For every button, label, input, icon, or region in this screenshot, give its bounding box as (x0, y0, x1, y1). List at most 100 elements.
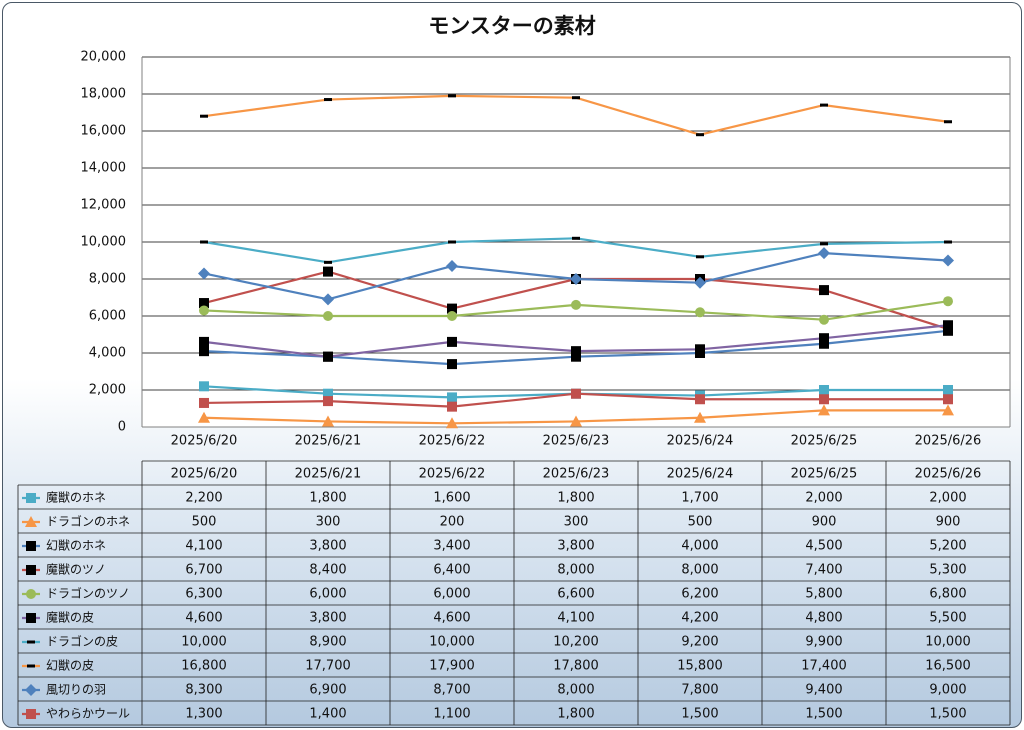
table-header-date: 2025/6/23 (543, 467, 610, 482)
data-point (322, 415, 334, 427)
y-tick-label: 18,000 (81, 87, 127, 102)
data-point (447, 359, 457, 370)
series-name: ドラゴンのツノ (46, 586, 130, 601)
data-point (446, 260, 458, 273)
data-label: 4,600 (185, 611, 222, 626)
data-label: 17,700 (305, 659, 351, 674)
data-point (199, 346, 209, 357)
y-tick-label: 10,000 (81, 235, 127, 250)
data-label: 300 (564, 515, 589, 530)
legend-key-marker (25, 684, 37, 696)
data-point (323, 266, 333, 277)
data-point (819, 333, 829, 344)
data-label: 6,800 (929, 587, 966, 602)
data-label: 2,000 (805, 491, 842, 506)
data-label: 1,800 (309, 491, 346, 506)
data-label: 16,500 (925, 659, 971, 674)
legend-key-marker (26, 493, 36, 503)
legend-key-marker (27, 640, 35, 644)
data-point (819, 338, 829, 349)
data-point (570, 415, 582, 427)
data-point (819, 314, 829, 325)
data-label: 17,800 (553, 659, 599, 674)
data-label: 9,900 (805, 635, 842, 650)
data-label: 1,700 (681, 491, 718, 506)
data-point (943, 320, 953, 331)
data-label: 4,200 (681, 611, 718, 626)
data-point (199, 305, 209, 316)
series-name: ドラゴンのホネ (46, 514, 130, 529)
data-label: 6,000 (309, 587, 346, 602)
data-point (571, 299, 581, 310)
data-point (198, 267, 210, 280)
series-name: ドラゴンの皮 (46, 634, 118, 649)
data-point (944, 240, 952, 244)
data-label: 9,200 (681, 635, 718, 650)
data-label: 1,500 (929, 707, 966, 722)
data-label: 1,600 (433, 491, 470, 506)
data-label: 8,000 (557, 563, 594, 578)
data-label: 3,400 (433, 539, 470, 554)
series-name: 魔獣の皮 (46, 610, 94, 625)
data-label: 2,000 (929, 491, 966, 506)
data-point (448, 240, 456, 244)
data-label: 8,000 (681, 563, 718, 578)
legend-key-marker (26, 541, 36, 551)
data-point (200, 240, 208, 244)
data-label: 200 (440, 515, 465, 530)
legend-key-marker (26, 565, 36, 575)
data-point (323, 396, 333, 407)
data-label: 4,500 (805, 539, 842, 554)
data-label: 1,500 (805, 707, 842, 722)
data-point (696, 255, 704, 259)
data-label: 4,800 (805, 611, 842, 626)
data-label: 3,800 (557, 539, 594, 554)
data-point (324, 98, 332, 102)
legend-key-marker (25, 516, 37, 527)
data-label: 10,000 (429, 635, 475, 650)
data-label: 6,600 (557, 587, 594, 602)
chart-title: モンスターの素材 (428, 14, 596, 38)
data-point (447, 336, 457, 347)
data-label: 15,800 (677, 659, 723, 674)
legend-key-marker (26, 709, 36, 719)
x-tick-label: 2025/6/26 (915, 434, 982, 449)
table-header-date: 2025/6/20 (171, 467, 238, 482)
data-point (942, 404, 954, 416)
data-point (323, 351, 333, 362)
data-label: 9,400 (805, 683, 842, 698)
data-point (695, 307, 705, 318)
data-label: 6,200 (681, 587, 718, 602)
table-header-date: 2025/6/24 (667, 467, 734, 482)
y-tick-label: 16,000 (81, 124, 127, 139)
data-label: 1,300 (185, 707, 222, 722)
data-label: 4,600 (433, 611, 470, 626)
y-tick-label: 14,000 (81, 161, 127, 176)
data-label: 16,800 (181, 659, 227, 674)
data-label: 6,700 (185, 563, 222, 578)
data-point (448, 94, 456, 98)
data-point (447, 392, 457, 403)
data-label: 1,800 (557, 707, 594, 722)
data-point (447, 311, 457, 321)
data-label: 17,900 (429, 659, 475, 674)
data-label: 1,800 (557, 491, 594, 506)
data-point (322, 293, 334, 306)
x-tick-label: 2025/6/20 (171, 434, 238, 449)
data-point (199, 397, 209, 408)
data-label: 3,800 (309, 539, 346, 554)
data-point (447, 303, 457, 314)
data-point (820, 103, 828, 107)
data-point (199, 298, 209, 309)
y-tick-label: 2,000 (89, 383, 126, 398)
data-label: 5,800 (805, 587, 842, 602)
table-header-date: 2025/6/25 (791, 467, 858, 482)
x-tick-label: 2025/6/25 (791, 434, 858, 449)
data-label: 6,000 (433, 587, 470, 602)
legend-key-marker (26, 589, 36, 599)
data-point (572, 236, 580, 240)
table-header-date: 2025/6/22 (419, 467, 486, 482)
data-label: 8,400 (309, 563, 346, 578)
data-label: 9,000 (929, 683, 966, 698)
